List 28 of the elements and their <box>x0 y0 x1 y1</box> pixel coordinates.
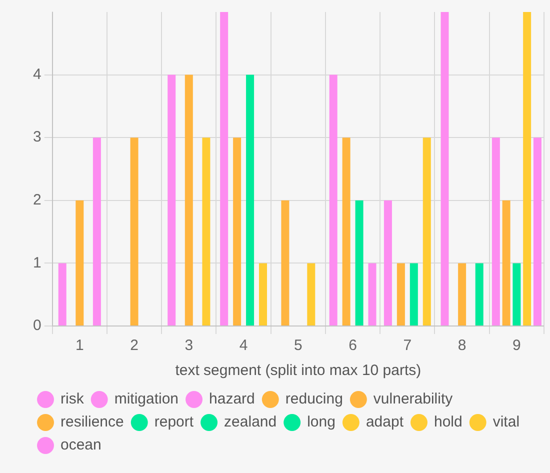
x-tick-label: 8 <box>458 337 466 354</box>
legend-label: hazard <box>209 390 255 408</box>
y-tick-label: 1 <box>33 254 42 272</box>
x-tick-label: 3 <box>184 337 194 354</box>
legend-label: mitigation <box>114 390 179 408</box>
x-tick-label: 7 <box>403 337 412 354</box>
legend-label: adapt <box>366 414 404 431</box>
x-tick-label: 5 <box>294 337 302 354</box>
legend-label: zealand <box>224 414 277 431</box>
legend-label: long <box>307 414 336 431</box>
legend-label: reducing <box>285 390 343 408</box>
legend-label: resilience <box>60 414 124 431</box>
x-tick-label: 9 <box>512 337 521 354</box>
legend-label: report <box>154 414 194 431</box>
legend-label: hold <box>434 414 462 431</box>
x-tick-label: 4 <box>239 337 248 354</box>
y-tick-label: 4 <box>33 66 42 83</box>
x-tick-label: 1 <box>75 337 84 354</box>
legend-label: vital <box>492 414 520 431</box>
legend-label: ocean <box>60 436 102 454</box>
legend-label: vulnerability <box>373 390 454 408</box>
y-tick-label: 2 <box>33 192 42 209</box>
x-tick-label: 6 <box>348 337 357 354</box>
legend-label: risk <box>60 390 84 408</box>
x-axis-title: text segment (split into max 10 parts) <box>175 362 422 380</box>
y-tick-label: 3 <box>33 128 42 146</box>
y-tick-label: 0 <box>33 317 42 334</box>
x-tick-label: 2 <box>130 337 138 354</box>
